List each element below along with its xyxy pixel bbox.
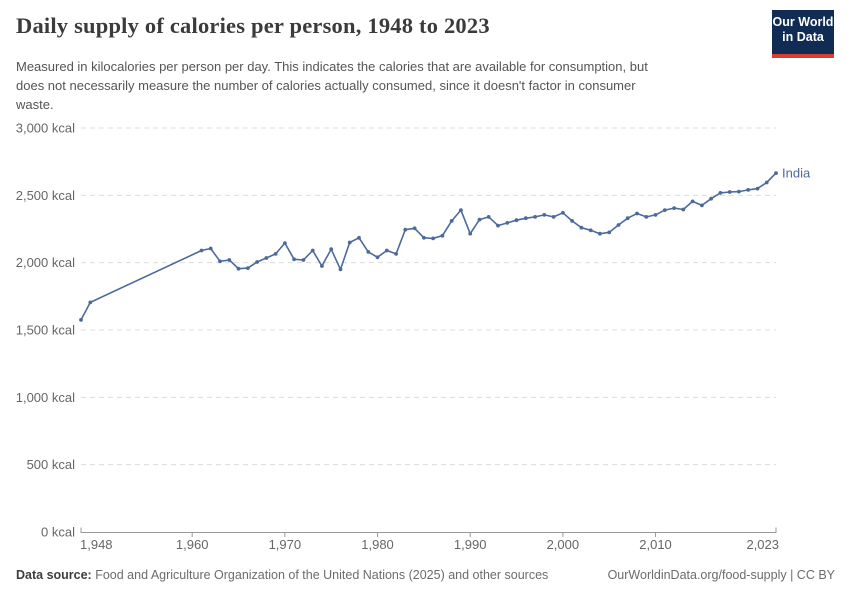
data-point[interactable]: [292, 257, 296, 262]
data-point[interactable]: [523, 216, 528, 221]
data-point[interactable]: [320, 264, 324, 268]
data-point[interactable]: [236, 266, 241, 271]
data-point[interactable]: [533, 215, 537, 219]
subtitle-line: does not necessarily measure the number …: [16, 78, 636, 93]
y-tick-label: 3,000 kcal: [16, 121, 75, 136]
data-point[interactable]: [431, 236, 435, 241]
owid-logo[interactable]: Our World in Data: [772, 10, 834, 58]
data-point[interactable]: [588, 228, 593, 233]
x-tick-label: 2,023: [746, 537, 779, 552]
chart-subtitle: Measured in kilocalories per person per …: [16, 57, 648, 114]
data-point[interactable]: [607, 230, 612, 235]
data-point[interactable]: [301, 258, 306, 262]
data-point[interactable]: [561, 210, 565, 215]
data-point[interactable]: [245, 266, 250, 270]
y-tick-label: 1,000 kcal: [16, 390, 75, 405]
data-series-line[interactable]: [80, 172, 777, 321]
data-point[interactable]: [459, 208, 463, 213]
data-point[interactable]: [718, 191, 723, 195]
x-tick-label: 1,990: [454, 537, 487, 552]
data-point[interactable]: [412, 226, 417, 231]
data-point[interactable]: [394, 252, 398, 256]
owid-logo-text-line2: in Data: [782, 30, 824, 44]
y-tick-label: 1,500 kcal: [16, 323, 75, 338]
subtitle-line: Measured in kilocalories per person per …: [16, 59, 648, 74]
data-point[interactable]: [644, 215, 649, 219]
data-point[interactable]: [727, 190, 732, 194]
data-point[interactable]: [384, 248, 389, 253]
data-point[interactable]: [542, 213, 547, 217]
data-point[interactable]: [625, 216, 630, 221]
data-point[interactable]: [746, 188, 751, 192]
subtitle-line: waste.: [16, 97, 54, 112]
y-tick-label: 0 kcal: [41, 525, 75, 540]
data-point[interactable]: [505, 221, 510, 225]
data-point[interactable]: [662, 208, 667, 213]
x-tick-label: 1,948: [80, 537, 113, 552]
data-point[interactable]: [764, 180, 769, 185]
data-point[interactable]: [672, 206, 676, 211]
x-tick-label: 2,000: [547, 537, 580, 552]
data-point[interactable]: [88, 300, 93, 305]
credit-link[interactable]: OurWorldinData.org/food-supply | CC BY: [607, 568, 835, 582]
data-point[interactable]: [700, 203, 704, 208]
data-point[interactable]: [310, 248, 315, 253]
data-point[interactable]: [598, 231, 602, 236]
data-point[interactable]: [440, 233, 445, 238]
y-tick-label: 2,500 kcal: [16, 188, 75, 203]
data-source: Data source: Food and Agriculture Organi…: [16, 568, 548, 582]
data-point[interactable]: [681, 207, 686, 212]
data-point[interactable]: [375, 255, 380, 260]
x-tick-label: 1,980: [361, 537, 394, 552]
data-point[interactable]: [79, 318, 83, 322]
data-point[interactable]: [653, 213, 658, 217]
data-point[interactable]: [329, 247, 334, 252]
data-point[interactable]: [449, 219, 454, 223]
data-point[interactable]: [218, 259, 222, 264]
data-point[interactable]: [199, 248, 204, 253]
data-point[interactable]: [616, 223, 621, 227]
chart-title: Daily supply of calories per person, 194…: [16, 13, 490, 38]
data-point[interactable]: [709, 196, 713, 201]
data-point[interactable]: [283, 241, 287, 246]
data-point[interactable]: [737, 189, 741, 194]
data-point[interactable]: [264, 256, 269, 260]
x-tick-label: 1,960: [176, 537, 209, 552]
data-point[interactable]: [273, 252, 278, 256]
data-point[interactable]: [357, 235, 361, 240]
x-tick-label: 1,970: [269, 537, 302, 552]
data-point[interactable]: [227, 258, 232, 262]
x-tick-label: 2,010: [639, 537, 672, 552]
data-point[interactable]: [468, 231, 473, 236]
y-tick-label: 2,000 kcal: [16, 255, 75, 270]
series-label-india: India: [782, 166, 811, 181]
data-point[interactable]: [208, 246, 213, 251]
data-point[interactable]: [496, 223, 500, 228]
data-point[interactable]: [635, 211, 639, 216]
data-point[interactable]: [690, 199, 695, 204]
data-point[interactable]: [255, 260, 259, 264]
y-tick-label: 500 kcal: [27, 457, 76, 472]
data-source-label: Data source:: [16, 568, 92, 582]
data-point[interactable]: [477, 217, 482, 222]
data-point[interactable]: [551, 215, 556, 219]
data-point[interactable]: [338, 267, 343, 272]
data-point[interactable]: [422, 235, 426, 240]
owid-logo-text-line1: Our World: [772, 15, 834, 29]
data-point[interactable]: [579, 225, 584, 230]
data-point[interactable]: [486, 215, 491, 219]
data-point[interactable]: [755, 186, 760, 191]
data-point[interactable]: [403, 227, 408, 232]
data-point[interactable]: [774, 171, 778, 176]
data-source-text: Food and Agriculture Organization of the…: [95, 568, 549, 582]
data-point[interactable]: [514, 218, 519, 223]
data-point[interactable]: [366, 250, 371, 254]
data-point[interactable]: [347, 240, 352, 245]
data-point[interactable]: [570, 219, 574, 223]
